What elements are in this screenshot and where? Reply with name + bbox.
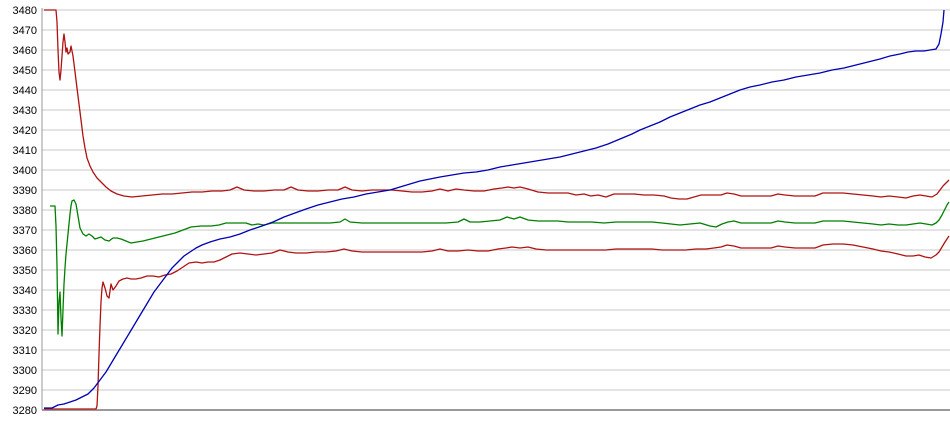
y-tick-label: 3380 xyxy=(13,205,37,217)
y-tick-label: 3330 xyxy=(13,305,37,317)
series-lower-band-red xyxy=(44,235,950,410)
y-tick-label: 3470 xyxy=(13,25,37,37)
y-tick-label: 3290 xyxy=(13,385,37,397)
y-tick-label: 3360 xyxy=(13,245,37,257)
y-tick-label: 3370 xyxy=(13,225,37,237)
y-tick-label: 3320 xyxy=(13,325,37,337)
y-tick-label: 3300 xyxy=(13,365,37,377)
y-tick-label: 3460 xyxy=(13,45,37,57)
y-tick-label: 3310 xyxy=(13,345,37,357)
y-tick-label: 3440 xyxy=(13,85,37,97)
series-mid-line-green xyxy=(50,199,950,337)
y-tick-label: 3350 xyxy=(13,265,37,277)
y-tick-label: 3390 xyxy=(13,185,37,197)
y-tick-label: 3280 xyxy=(13,405,37,417)
y-tick-label: 3450 xyxy=(13,65,37,77)
y-tick-label: 3420 xyxy=(13,125,37,137)
series-upper-band-red xyxy=(44,9,950,200)
series-average-line-blue xyxy=(44,9,945,409)
y-tick-label: 3430 xyxy=(13,105,37,117)
y-tick-label: 3400 xyxy=(13,165,37,177)
y-tick-label: 3410 xyxy=(13,145,37,157)
y-tick-label: 3340 xyxy=(13,285,37,297)
y-tick-label: 3480 xyxy=(13,5,37,17)
